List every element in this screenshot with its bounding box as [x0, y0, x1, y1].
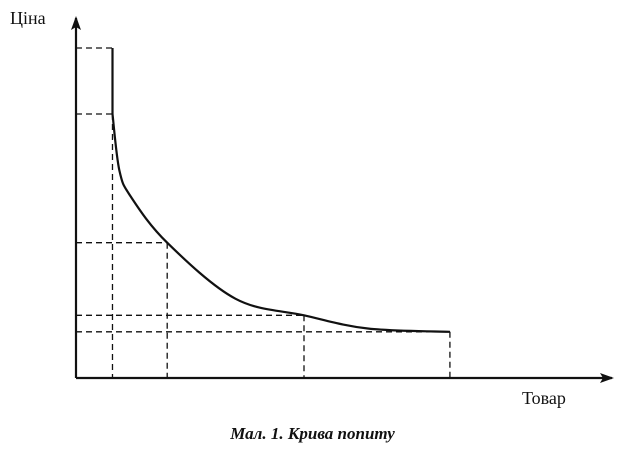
demand-curve-line [111, 48, 450, 333]
x-axis-label: Товар [522, 388, 566, 408]
figure-caption: Мал. 1. Крива попиту [230, 424, 395, 443]
y-axis-label: Ціна [10, 8, 46, 28]
dashed-guides [76, 47, 451, 378]
